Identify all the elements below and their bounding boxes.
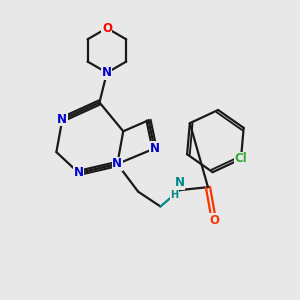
Text: N: N: [74, 167, 84, 179]
Text: O: O: [209, 214, 219, 227]
Text: O: O: [102, 22, 112, 34]
Text: N: N: [149, 142, 160, 155]
Text: H: H: [170, 190, 178, 200]
Text: N: N: [175, 176, 185, 189]
Text: Cl: Cl: [235, 152, 247, 166]
Text: N: N: [57, 113, 67, 126]
Text: N: N: [102, 66, 112, 79]
Text: N: N: [112, 158, 122, 170]
